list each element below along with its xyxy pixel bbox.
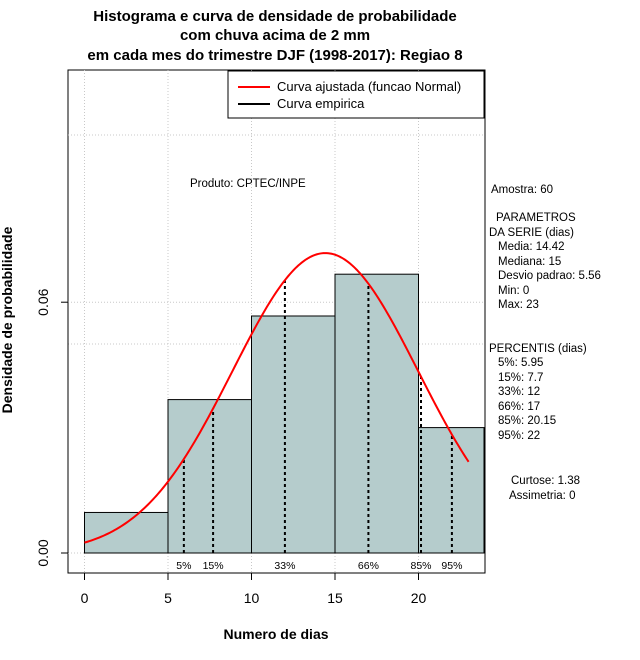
chart-title-line-1: Histograma e curva de densidade de proba…	[93, 8, 456, 25]
param-mediana: Mediana: 15	[498, 256, 561, 268]
histogram-bar-0	[84, 511, 169, 554]
x-tick-label-2: 10	[244, 590, 260, 606]
sample-size-text: Amostra: 60	[491, 184, 553, 196]
x-tick-label-1: 5	[164, 590, 172, 606]
x-tick-label-0: 0	[81, 590, 89, 606]
chart-title-line-2: com chuva acima de 2 mm	[180, 27, 370, 44]
percentil-66: 66%: 17	[498, 401, 540, 413]
curtose-text: Curtose: 1.38	[511, 475, 580, 487]
bars-layer	[84, 273, 485, 554]
percentil-5: 5%: 5.95	[498, 357, 543, 369]
histogram-bar-1	[167, 399, 252, 554]
y-tick-label-1: 0.06	[35, 288, 51, 315]
percentil-33: 33%: 12	[498, 386, 540, 398]
percentil-85: 85%: 20.15	[498, 415, 556, 427]
histogram-bar-3	[334, 273, 419, 554]
param-min: Min: 0	[498, 285, 529, 297]
percentile-label-3: 66%	[358, 560, 379, 572]
percentil-15: 15%: 7.7	[498, 372, 543, 384]
param-max: Max: 23	[498, 299, 539, 311]
percentil-95: 95%: 22	[498, 430, 540, 442]
chart-title-line-3: em cada mes do trimestre DJF (1998-2017)…	[87, 47, 462, 64]
param-media: Media: 14.42	[498, 241, 565, 253]
x-axis: 0 5 10 15 20	[81, 572, 427, 606]
y-axis-label: Densidade de probabilidade	[0, 226, 15, 413]
percentile-label-2: 33%	[274, 560, 295, 572]
normal-curve-line	[84, 252, 470, 544]
percentile-label-4: 85%	[410, 560, 431, 572]
percentile-label-1: 15%	[203, 560, 224, 572]
y-axis: 0.00 0.06	[35, 288, 69, 567]
percentile-label-0: 5%	[176, 560, 191, 572]
percentile-label-5: 95%	[441, 560, 462, 572]
percentis-title: PERCENTIS (dias)	[489, 343, 587, 355]
x-tick-label-4: 20	[411, 590, 427, 606]
params-title-2: DA SERIE (dias)	[489, 227, 574, 239]
product-annotation: Produto: CPTEC/INPE	[190, 178, 306, 190]
percentile-layer: 5% 15% 33% 66% 85% 95%	[176, 280, 462, 572]
stats-block: Amostra: 60 PARAMETROS DA SERIE (dias) M…	[489, 184, 601, 502]
legend-box	[227, 70, 485, 119]
histogram-bar-2	[251, 315, 336, 554]
param-desvio: Desvio padrao: 5.56	[498, 270, 601, 282]
legend: Curva ajustada (funcao Normal) Curva emp…	[227, 70, 485, 119]
legend-label-normal: Curva ajustada (funcao Normal)	[277, 79, 461, 94]
legend-label-empirical: Curva empirica	[277, 96, 365, 111]
x-axis-label: Numero de dias	[223, 626, 328, 642]
assimetria-text: Assimetria: 0	[509, 490, 575, 502]
params-title-1: PARAMETROS	[496, 212, 576, 224]
y-tick-label-0: 0.00	[35, 539, 51, 566]
x-tick-label-3: 15	[327, 590, 343, 606]
